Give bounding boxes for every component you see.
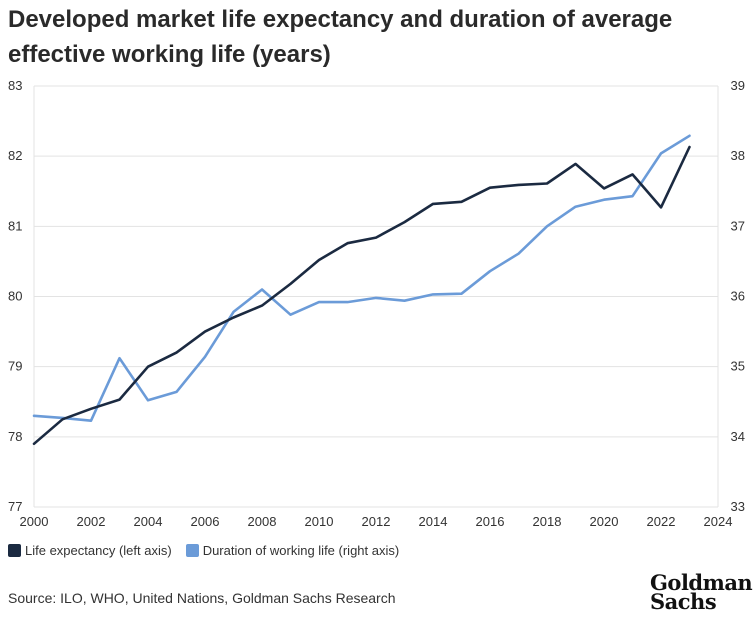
- goldman-sachs-logo: Goldman Sachs: [650, 570, 753, 614]
- legend: Life expectancy (left axis) Duration of …: [8, 543, 413, 558]
- x-tick-label: 2022: [647, 514, 676, 529]
- legend-item-life-expectancy: Life expectancy (left axis): [8, 543, 172, 558]
- x-tick-label: 2018: [533, 514, 562, 529]
- gridlines: [33, 85, 719, 508]
- legend-label-working-life: Duration of working life (right axis): [202, 543, 400, 558]
- series-line-working-life: [32, 134, 691, 423]
- left-tick-label: 80: [8, 289, 22, 304]
- source-note: Source: ILO, WHO, United Nations, Goldma…: [8, 590, 396, 606]
- left-tick-label: 77: [8, 499, 22, 514]
- x-tick-label: 2024: [704, 514, 733, 529]
- x-tick-label: 2012: [362, 514, 391, 529]
- left-tick-label: 81: [8, 218, 22, 233]
- x-tick-label: 2020: [590, 514, 619, 529]
- legend-swatch-life-expectancy: [8, 544, 21, 557]
- right-tick-label: 35: [731, 359, 745, 374]
- right-tick-label: 39: [731, 78, 745, 93]
- right-tick-label: 34: [731, 429, 745, 444]
- x-tick-label: 2010: [305, 514, 334, 529]
- x-tick-label: 2006: [191, 514, 220, 529]
- x-tick-label: 2008: [248, 514, 277, 529]
- legend-item-working-life: Duration of working life (right axis): [185, 543, 400, 558]
- x-tick-label: 2000: [20, 514, 49, 529]
- legend-swatch-working-life: [185, 544, 199, 557]
- x-tick-label: 2002: [77, 514, 106, 529]
- left-axis-ticks: 77 78 79 80 81 82 83: [8, 78, 22, 514]
- left-tick-label: 79: [8, 359, 22, 374]
- legend-label-life-expectancy: Life expectancy (left axis): [25, 543, 172, 558]
- left-tick-label: 82: [8, 148, 22, 163]
- x-tick-label: 2016: [476, 514, 505, 529]
- series-lines: [32, 134, 691, 446]
- left-tick-label: 78: [8, 429, 22, 444]
- logo-line-2: Sachs: [650, 589, 717, 614]
- right-tick-label: 38: [731, 148, 745, 163]
- right-axis-ticks: 33 34 35 36 37 38 39: [731, 78, 745, 514]
- x-tick-label: 2004: [134, 514, 163, 529]
- series-line-life-expectancy: [32, 145, 691, 446]
- right-tick-label: 37: [731, 218, 745, 233]
- logo-line-1: Goldman: [650, 570, 753, 595]
- right-tick-label: 33: [731, 499, 745, 514]
- right-tick-label: 36: [731, 289, 745, 304]
- chart-title: Developed market life expectancy and dur…: [8, 6, 673, 68]
- x-tick-label: 2014: [419, 514, 448, 529]
- left-tick-label: 83: [8, 78, 22, 93]
- x-axis-ticks: 2000 2002 2004 2006 2008 2010 2012 2014 2016 2018…: [20, 514, 733, 529]
